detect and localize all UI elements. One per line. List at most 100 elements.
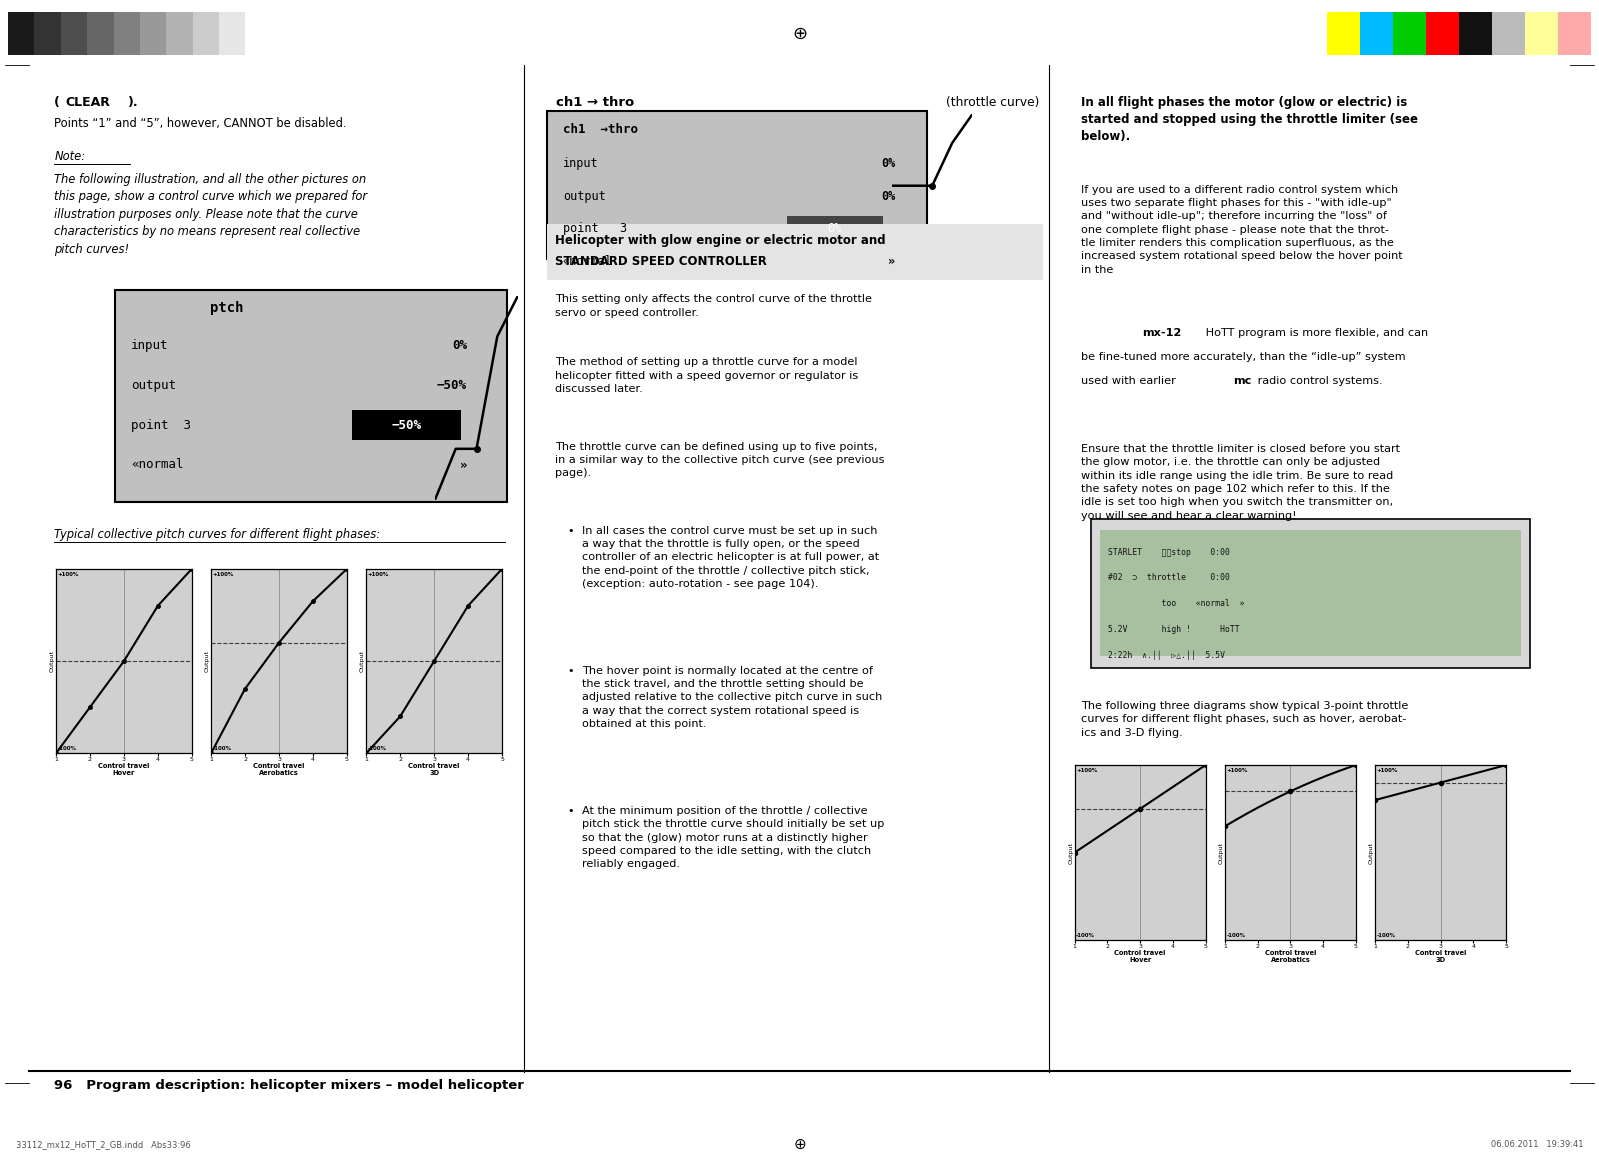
Text: Points “1” and “5”, however, CANNOT be disabled.: Points “1” and “5”, however, CANNOT be d… <box>54 117 347 130</box>
Text: At the minimum position of the throttle / collective
pitch stick the throttle cu: At the minimum position of the throttle … <box>582 806 884 869</box>
Text: -100%: -100% <box>1076 932 1095 938</box>
Bar <box>547 224 1043 280</box>
Text: ptch: ptch <box>211 301 243 315</box>
Text: 2:22h  ∧.││  ▷△.││  5.5V: 2:22h ∧.││ ▷△.││ 5.5V <box>1108 651 1225 660</box>
Bar <box>1426 12 1460 55</box>
Text: -100%: -100% <box>1377 932 1396 938</box>
Text: +100%: +100% <box>1377 767 1398 773</box>
Bar <box>35 12 61 55</box>
Bar <box>61 12 86 55</box>
Text: «normal: «normal <box>563 255 612 269</box>
Text: In all flight phases the motor (glow or electric) is
started and stopped using t: In all flight phases the motor (glow or … <box>1081 96 1418 144</box>
Y-axis label: Output: Output <box>360 651 365 672</box>
Bar <box>1458 12 1492 55</box>
Text: −50%: −50% <box>437 378 467 392</box>
Bar <box>787 216 883 242</box>
Text: STARLET    ⅡⅡstop    0:00: STARLET ⅡⅡstop 0:00 <box>1108 548 1230 557</box>
Text: input: input <box>131 339 168 353</box>
Y-axis label: Output: Output <box>1218 842 1223 863</box>
Text: The hover point is normally located at the centre of
the stick travel, and the t: The hover point is normally located at t… <box>582 666 883 729</box>
Text: »: » <box>889 255 895 269</box>
X-axis label: Control travel
Hover: Control travel Hover <box>98 763 150 777</box>
Text: 33112_mx12_HoTT_2_GB.indd   Abs33:96: 33112_mx12_HoTT_2_GB.indd Abs33:96 <box>16 1140 190 1149</box>
Text: +100%: +100% <box>368 571 389 577</box>
Text: 0%: 0% <box>828 222 841 236</box>
Text: too    «normal  »: too «normal » <box>1108 599 1244 609</box>
Text: If you are used to a different radio control system which
uses two separate flig: If you are used to a different radio con… <box>1081 185 1402 274</box>
Text: (throttle curve): (throttle curve) <box>947 96 1039 109</box>
Y-axis label: Output: Output <box>205 651 209 672</box>
Text: 0%: 0% <box>881 189 895 203</box>
X-axis label: Control travel
3D: Control travel 3D <box>1415 950 1466 964</box>
Text: mc: mc <box>1233 376 1250 387</box>
Text: ⊕: ⊕ <box>792 25 807 43</box>
Bar <box>1492 12 1525 55</box>
Bar <box>166 12 193 55</box>
Text: #02  ⊃  throttle     0:00: #02 ⊃ throttle 0:00 <box>1108 573 1230 583</box>
Text: -100%: -100% <box>58 745 77 751</box>
Text: 0%: 0% <box>453 339 467 353</box>
Text: point   3: point 3 <box>563 222 627 236</box>
Text: STANDARD SPEED CONTROLLER: STANDARD SPEED CONTROLLER <box>555 255 768 267</box>
Bar <box>1393 12 1426 55</box>
Text: −50%: −50% <box>392 418 421 432</box>
Bar <box>1361 12 1393 55</box>
Bar <box>246 12 272 55</box>
Text: radio control systems.: radio control systems. <box>1254 376 1382 387</box>
X-axis label: Control travel
Aerobatics: Control travel Aerobatics <box>253 763 305 777</box>
Text: ch1  →thro: ch1 →thro <box>563 123 638 135</box>
Text: The method of setting up a throttle curve for a model
helicopter fitted with a s: The method of setting up a throttle curv… <box>555 357 859 394</box>
Bar <box>1327 12 1361 55</box>
Y-axis label: Output: Output <box>1369 842 1374 863</box>
Text: This setting only affects the control curve of the throttle
servo or speed contr: This setting only affects the control cu… <box>555 294 871 318</box>
Text: Ensure that the throttle limiter is closed before you start
the glow motor, i.e.: Ensure that the throttle limiter is clos… <box>1081 444 1399 521</box>
Text: Typical collective pitch curves for different flight phases:: Typical collective pitch curves for diff… <box>54 528 381 541</box>
Text: «normal: «normal <box>131 458 184 472</box>
Bar <box>86 12 114 55</box>
Text: -100%: -100% <box>368 745 387 751</box>
Bar <box>141 12 166 55</box>
Bar <box>1100 530 1521 656</box>
Text: +100%: +100% <box>1226 767 1247 773</box>
Text: +100%: +100% <box>1076 767 1097 773</box>
Text: -100%: -100% <box>213 745 232 751</box>
X-axis label: Control travel
Hover: Control travel Hover <box>1115 950 1166 964</box>
Text: output: output <box>563 189 606 203</box>
Text: CLEAR: CLEAR <box>66 96 110 109</box>
Text: ).: ). <box>128 96 139 109</box>
Text: HoTT program is more flexible, and can: HoTT program is more flexible, and can <box>1202 328 1428 339</box>
Text: used with earlier: used with earlier <box>1081 376 1180 387</box>
Text: The throttle curve can be defined using up to five points,
in a similar way to t: The throttle curve can be defined using … <box>555 442 884 478</box>
Text: be fine-tuned more accurately, than the “idle-up” system: be fine-tuned more accurately, than the … <box>1081 353 1406 362</box>
Text: ch1 → thro: ch1 → thro <box>556 96 635 109</box>
X-axis label: Control travel
3D: Control travel 3D <box>408 763 461 777</box>
Text: In all cases the control curve must be set up in such
a way that the throttle is: In all cases the control curve must be s… <box>582 526 879 589</box>
Text: +100%: +100% <box>213 571 233 577</box>
Bar <box>547 111 927 259</box>
Text: 5.2V       high !      HoTT: 5.2V high ! HoTT <box>1108 625 1239 634</box>
Bar <box>114 12 141 55</box>
Text: 0%: 0% <box>881 157 895 171</box>
Text: output: output <box>131 378 176 392</box>
Text: •: • <box>568 526 574 536</box>
Text: -100%: -100% <box>1226 932 1246 938</box>
Bar <box>1525 12 1557 55</box>
Text: •: • <box>568 666 574 676</box>
Text: •: • <box>568 806 574 816</box>
Text: 96   Program description: helicopter mixers – model helicopter: 96 Program description: helicopter mixer… <box>54 1079 524 1092</box>
Y-axis label: Output: Output <box>50 651 54 672</box>
Text: ⊕: ⊕ <box>793 1138 806 1152</box>
Text: 06.06.2011   19:39:41: 06.06.2011 19:39:41 <box>1490 1140 1583 1149</box>
Text: +100%: +100% <box>58 571 78 577</box>
Text: mx-12: mx-12 <box>1142 328 1182 339</box>
Bar <box>219 12 246 55</box>
Bar <box>1557 12 1591 55</box>
Text: Note:: Note: <box>54 150 85 162</box>
Text: The following illustration, and all the other pictures on
this page, show a cont: The following illustration, and all the … <box>54 173 368 256</box>
Text: The following three diagrams show typical 3-point throttle
curves for different : The following three diagrams show typica… <box>1081 701 1409 737</box>
Bar <box>1091 519 1530 668</box>
Bar <box>193 12 219 55</box>
X-axis label: Control travel
Aerobatics: Control travel Aerobatics <box>1265 950 1316 964</box>
Text: point  3: point 3 <box>131 418 192 432</box>
Text: input: input <box>563 157 598 171</box>
